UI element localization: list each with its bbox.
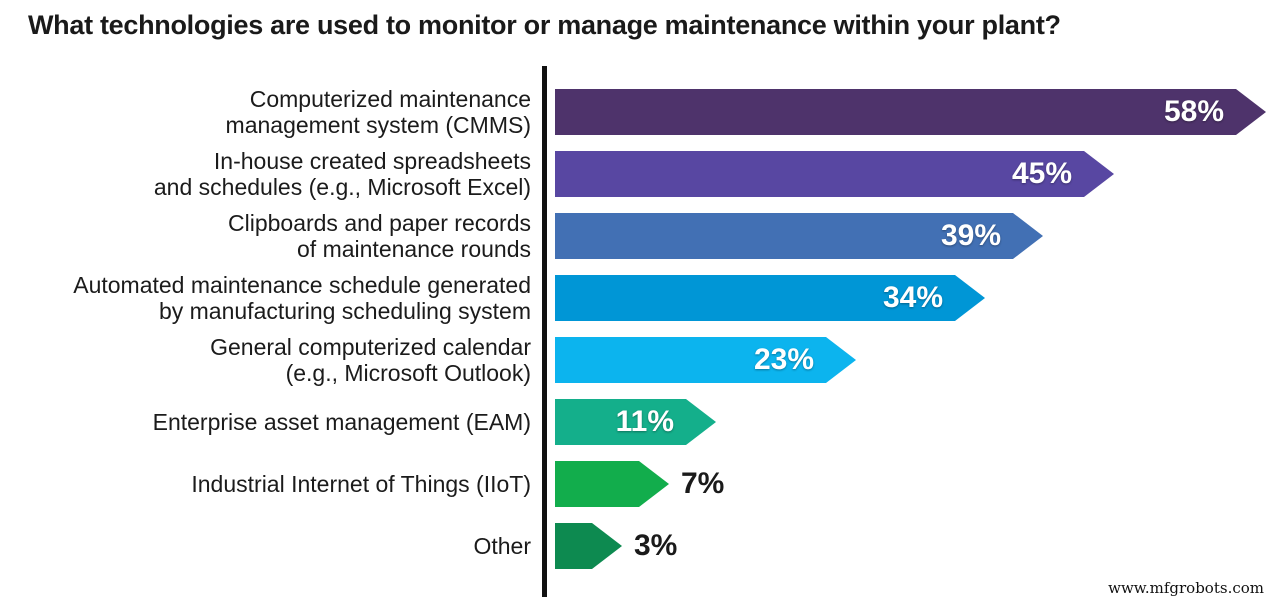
value-label: 3%	[634, 529, 678, 562]
bar-track: 23%	[555, 337, 1280, 383]
category-label: General computerized calendar (e.g., Micr…	[0, 334, 531, 386]
category-label: In-house created spreadsheets and schedul…	[0, 148, 531, 200]
category-label-line: Automated maintenance schedule generated	[73, 272, 531, 298]
category-label: Clipboards and paper records of maintenan…	[0, 210, 531, 262]
bar-track: 3%	[555, 523, 1280, 569]
value-label: 7%	[681, 467, 725, 500]
bar-track: 45%	[555, 151, 1280, 197]
bar-row: Enterprise asset management (EAM) 11%	[0, 391, 1280, 453]
category-label-line: by manufacturing scheduling system	[158, 298, 531, 324]
value-label: 58%	[1163, 95, 1224, 128]
watermark-text: www.mfgrobots.com	[1108, 579, 1264, 597]
category-label-line: (e.g., Microsoft Outlook)	[285, 360, 531, 386]
category-label-line: General computerized calendar	[210, 334, 531, 360]
bar-segment: 58%	[555, 89, 1266, 135]
category-label-line: In-house created spreadsheets	[213, 148, 531, 174]
category-axis-line	[542, 66, 547, 597]
value-label: 34%	[882, 281, 943, 314]
bar-row: Other 3%	[0, 515, 1280, 577]
bar-segment: 23%	[555, 337, 856, 383]
category-label-line: management system (CMMS)	[225, 112, 531, 138]
bar-segment: 39%	[555, 213, 1043, 259]
value-label: 45%	[1011, 157, 1072, 190]
bar-rows-container: Computerized maintenance management syste…	[0, 81, 1280, 577]
bar-track: 34%	[555, 275, 1280, 321]
bar-segment: 34%	[555, 275, 985, 321]
value-label: 23%	[753, 343, 814, 376]
bar-row: Industrial Internet of Things (IIoT) 7%	[0, 453, 1280, 515]
bar-track: 11%	[555, 399, 1280, 445]
category-label-line: Other	[473, 533, 531, 559]
category-label: Industrial Internet of Things (IIoT)	[0, 471, 531, 497]
bar-segment	[555, 523, 622, 569]
chart-title: What technologies are used to monitor or…	[28, 10, 1061, 40]
bar-row: Clipboards and paper records of maintenan…	[0, 205, 1280, 267]
category-label-line: Computerized maintenance	[249, 86, 531, 112]
category-label-line: Clipboards and paper records	[227, 210, 531, 236]
category-label: Computerized maintenance management syste…	[0, 86, 531, 138]
value-label: 11%	[615, 405, 674, 438]
bar-segment: 11%	[555, 399, 716, 445]
category-label-line: and schedules (e.g., Microsoft Excel)	[153, 174, 531, 200]
bar-row: Automated maintenance schedule generated…	[0, 267, 1280, 329]
category-label: Enterprise asset management (EAM)	[0, 409, 531, 435]
bar-row: General computerized calendar (e.g., Micr…	[0, 329, 1280, 391]
bar-row: In-house created spreadsheets and schedul…	[0, 143, 1280, 205]
bar-track: 39%	[555, 213, 1280, 259]
category-label: Other	[0, 533, 531, 559]
category-label: Automated maintenance schedule generated…	[0, 272, 531, 324]
category-label-line: of maintenance rounds	[297, 236, 531, 262]
category-label-line: Enterprise asset management (EAM)	[152, 409, 531, 435]
value-label: 39%	[940, 219, 1001, 252]
bar-segment: 45%	[555, 151, 1114, 197]
bar-track: 58%	[555, 89, 1280, 135]
bar-segment	[555, 461, 669, 507]
bar-row: Computerized maintenance management syste…	[0, 81, 1280, 143]
bar-track: 7%	[555, 461, 1280, 507]
category-label-line: Industrial Internet of Things (IIoT)	[191, 471, 531, 497]
